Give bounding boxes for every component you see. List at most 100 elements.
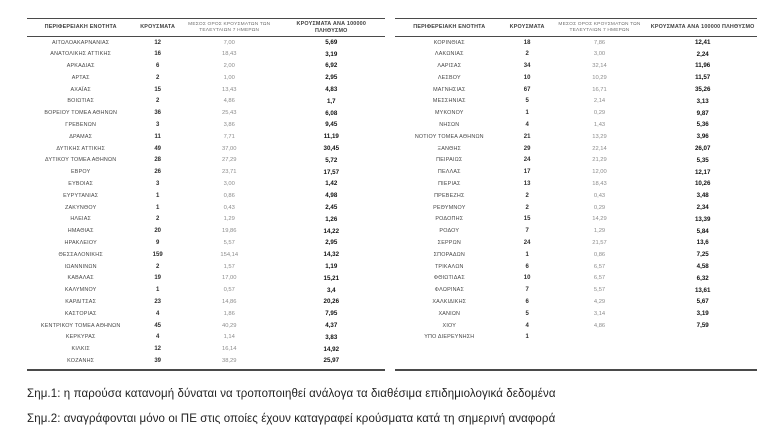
table-row: ΑΡΤΑΣ 2 1,00 2,95 <box>27 72 385 84</box>
cell-per100k: 14,32 <box>323 251 340 259</box>
cell-region: ΑΡΚΑΔΙΑΣ <box>66 62 95 69</box>
cell-per100k: 2,24 <box>696 50 709 58</box>
cell-avg7: 1,29 <box>593 228 606 235</box>
table-row: ΜΑΓΝΗΣΙΑΣ 67 16,71 35,26 <box>395 84 757 96</box>
cell-avg7: 14,86 <box>221 298 237 305</box>
cell-cases: 2 <box>525 192 529 199</box>
cell-per100k: 1,26 <box>325 215 338 223</box>
cell-per100k: 5,67 <box>696 298 709 306</box>
cell-cases: 19 <box>154 275 161 282</box>
cell-region: ΚΑΛΥΜΝΟΥ <box>64 287 97 294</box>
table-row: ΚΑΒΑΛΑΣ 19 17,00 15,21 <box>27 272 385 284</box>
cell-region: ΦΛΩΡΙΝΑΣ <box>434 287 465 294</box>
table-row: ΔΡΑΜΑΣ 11 7,71 11,19 <box>27 131 385 143</box>
cell-avg7: 2,00 <box>223 62 235 69</box>
cell-avg7: 18,43 <box>592 180 607 187</box>
cell-per100k: 14,92 <box>323 345 340 353</box>
cell-avg7: 1,86 <box>223 310 235 317</box>
cell-per100k: 35,26 <box>694 86 711 94</box>
cell-region: ΧΙΟΥ <box>442 322 457 329</box>
cell-avg7: 17,00 <box>221 275 237 282</box>
cases-table-right: ΠΕΡΙΦΕΡΕΙΑΚΗ ΕΝΟΤΗΤΑ ΚΡΟΥΣΜΑΤΑ ΜΕΣΟΣ ΟΡΟ… <box>395 18 757 343</box>
cell-region: ΚΑΣΤΟΡΙΑΣ <box>64 310 97 317</box>
cell-region: ΑΧΑΪΑΣ <box>70 86 91 93</box>
cell-cases: 1 <box>525 110 529 117</box>
table-row: ΥΠΟ ΔΙΕΡΕΥΝΗΣΗ 1 <box>395 331 757 343</box>
cell-region: ΚΙΛΚΙΣ <box>71 346 90 353</box>
cell-region: ΣΠΟΡΑΔΩΝ <box>433 251 465 258</box>
cell-avg7: 4,86 <box>593 322 606 329</box>
cell-cases: 15 <box>154 86 161 93</box>
cell-per100k: 5,35 <box>696 156 709 164</box>
cell-per100k: 12,41 <box>694 39 711 47</box>
cell-avg7: 1,57 <box>223 263 235 270</box>
cell-avg7: 37,00 <box>221 145 237 152</box>
table-row: ΚΟΖΑΝΗΣ 39 38,29 25,97 <box>27 355 385 367</box>
cell-region: ΜΕΣΣΗΝΙΑΣ <box>432 98 466 105</box>
cell-region: ΔΥΤΙΚΗΣ ΑΤΤΙΚΗΣ <box>56 145 106 152</box>
cell-avg7: 1,43 <box>593 121 606 128</box>
cell-region: ΜΥΚΟΝΟΥ <box>434 110 464 117</box>
cell-avg7: 3,00 <box>593 51 606 58</box>
table-row: ΡΟΔΟΠΗΣ 15 14,29 13,39 <box>395 213 757 225</box>
table-row: ΠΡΕΒΕΖΗΣ 2 0,43 3,48 <box>395 190 757 202</box>
cell-region: ΧΑΛΚΙΔΙΚΗΣ <box>432 298 467 305</box>
table-row: ΛΑΚΩΝΙΑΣ 2 3,00 2,24 <box>395 48 757 60</box>
table-row: ΒΟΡΕΙΟΥ ΤΟΜΕΑ ΑΘΗΝΩΝ 36 25,43 6,08 <box>27 107 385 119</box>
cell-per100k: 3,96 <box>696 133 709 141</box>
cell-per100k: 11,19 <box>323 133 339 141</box>
cell-avg7: 1,14 <box>223 334 235 341</box>
column-header-per100k: ΚΡΟΥΣΜΑΤΑ ΑΝΑ 100000 ΠΛΗΘΥΣΜΟ <box>277 18 385 37</box>
cell-avg7: 3,14 <box>593 310 606 317</box>
cell-avg7: 32,14 <box>592 62 607 69</box>
cell-per100k: 4,98 <box>325 192 338 200</box>
cell-avg7: 5,57 <box>223 239 235 246</box>
cell-avg7: 21,57 <box>592 239 607 246</box>
cell-avg7: 40,29 <box>221 322 237 329</box>
table-row: ΘΕΣΣΑΛΟΝΙΚΗΣ 159 154,14 14,32 <box>27 249 385 261</box>
cell-per100k: 12,17 <box>694 168 711 176</box>
table-row: ΧΑΝΙΩΝ 5 3,14 3,19 <box>395 308 757 320</box>
cell-region: ΡΟΔΟΠΗΣ <box>435 216 464 223</box>
table-row: ΓΡΕΒΕΝΩΝ 3 3,86 9,45 <box>27 119 385 131</box>
cell-region: ΛΑΚΩΝΙΑΣ <box>434 51 464 58</box>
column-header-region: ΠΕΡΙΦΕΡΕΙΑΚΗ ΕΝΟΤΗΤΑ <box>27 18 135 37</box>
table-row: ΗΡΑΚΛΕΙΟΥ 9 5,57 2,95 <box>27 237 385 249</box>
cell-cases: 2 <box>525 51 529 58</box>
cell-per100k: 3,4 <box>326 286 336 294</box>
table-row: ΧΙΟΥ 4 4,86 7,59 <box>395 320 757 332</box>
cell-per100k: 7,25 <box>696 251 709 259</box>
table-row: ΤΡΙΚΑΛΩΝ 6 6,57 4,58 <box>395 261 757 273</box>
cell-per100k: 6,32 <box>696 274 709 282</box>
cell-region: ΥΠΟ ΔΙΕΡΕΥΝΗΣΗ <box>424 334 475 341</box>
cell-avg7: 13,43 <box>221 86 237 93</box>
cell-cases: 6 <box>525 263 529 270</box>
cell-cases: 1 <box>525 334 529 341</box>
cell-avg7: 14,29 <box>592 216 607 223</box>
cell-avg7: 10,29 <box>592 74 607 81</box>
cell-region: ΦΘΙΩΤΙΔΑΣ <box>433 275 465 282</box>
cell-per100k: 11,96 <box>695 62 711 70</box>
table-row: ΚΑΡΔΙΤΣΑΣ 23 14,86 20,26 <box>27 296 385 308</box>
cell-cases: 36 <box>154 110 161 117</box>
table-row: ΗΜΑΘΙΑΣ 20 19,86 14,22 <box>27 225 385 237</box>
cell-cases: 17 <box>523 169 531 176</box>
cell-region: ΗΜΑΘΙΑΣ <box>67 228 94 235</box>
table-header: ΠΕΡΙΦΕΡΕΙΑΚΗ ΕΝΟΤΗΤΑ ΚΡΟΥΣΜΑΤΑ ΜΕΣΟΣ ΟΡΟ… <box>27 18 385 37</box>
cell-per100k: 6,92 <box>325 62 338 70</box>
cell-per100k: 9,87 <box>696 109 709 117</box>
table-row: ΣΕΡΡΩΝ 24 21,57 13,6 <box>395 237 757 249</box>
cell-region: ΠΙΕΡΙΑΣ <box>438 180 461 187</box>
cell-region: ΑΙΤΩΛΟΑΚΑΡΝΑΝΙΑΣ <box>52 39 110 46</box>
table-body: ΚΟΡΙΝΘΙΑΣ 18 7,86 12,41 ΛΑΚΩΝΙΑΣ 2 3,00 2,24 ΛΑΡ… <box>395 37 757 344</box>
cell-per100k: 5,72 <box>325 156 338 164</box>
cell-per100k: 3,19 <box>325 50 338 58</box>
table-row: ΛΕΣΒΟΥ 10 10,29 11,57 <box>395 72 757 84</box>
cell-avg7: 16,14 <box>221 346 237 353</box>
cell-avg7: 0,43 <box>223 204 235 211</box>
table-row: ΛΑΡΙΣΑΣ 34 32,14 11,96 <box>395 60 757 72</box>
cell-region: ΑΝΑΤΟΛΙΚΗΣ ΑΤΤΙΚΗΣ <box>50 51 112 58</box>
cell-cases: 1 <box>155 192 160 199</box>
cell-per100k: 5,69 <box>325 39 338 47</box>
cell-avg7: 13,29 <box>592 133 607 140</box>
